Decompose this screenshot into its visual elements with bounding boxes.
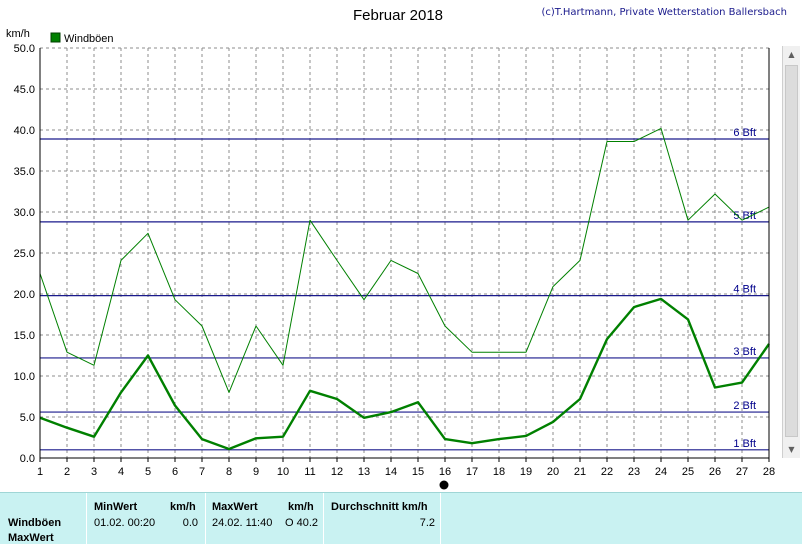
x-tick-label: 14 [385, 466, 397, 478]
x-tick-label: 7 [199, 466, 205, 478]
x-tick-label: 28 [763, 466, 775, 478]
stats-separator [323, 493, 324, 544]
y-tick-label: 20.0 [14, 289, 35, 301]
beaufort-label: 2 Bft [733, 400, 756, 412]
y-tick-label: 50.0 [14, 43, 35, 55]
gust-line [39, 127, 770, 393]
axes [39, 48, 770, 462]
y-axis-unit: km/h [6, 28, 30, 40]
legend-swatch [50, 32, 61, 43]
min-header: MinWert [94, 501, 138, 513]
max-unit-header: km/h [288, 501, 314, 513]
y-tick-label: 40.0 [14, 125, 35, 137]
x-tick-label: 21 [574, 466, 586, 478]
x-tick-label: 12 [331, 466, 343, 478]
scroll-thumb[interactable] [785, 65, 798, 437]
beaufort-label: 5 Bft [733, 210, 756, 222]
scroll-down-icon[interactable]: ▼ [783, 441, 800, 458]
chart-title: Februar 2018 [353, 7, 443, 24]
stats-separator [205, 493, 206, 544]
x-tick-label: 18 [493, 466, 505, 478]
y-tick-label: 10.0 [14, 371, 35, 383]
max-header: MaxWert [212, 501, 258, 513]
x-tick-label: 15 [412, 466, 424, 478]
x-tick-label: 17 [466, 466, 478, 478]
min-value: 0.0 [182, 517, 198, 529]
x-tick-label: 23 [628, 466, 640, 478]
avg-value: 7.2 [419, 517, 435, 529]
x-tick-label: 25 [682, 466, 694, 478]
beaufort-label: 1 Bft [733, 438, 756, 450]
beaufort-lines: 1 Bft 2 Bft 3 Bft 4 Bft 5 Bft 6 Bft [40, 127, 769, 451]
x-tick-label: 22 [601, 466, 613, 478]
min-datetime: 01.02. 00:20 [94, 517, 156, 529]
beaufort-label: 4 Bft [733, 284, 756, 296]
x-tick-label: 16 [439, 466, 451, 478]
min-unit-header: km/h [170, 501, 196, 513]
y-tick-label: 15.0 [14, 330, 35, 342]
max-datetime: 24.02. 11:40 [212, 517, 273, 529]
x-tick-label: 11 [304, 466, 315, 478]
stats-row-label: Windböen [8, 517, 62, 529]
x-tick-label: 5 [145, 466, 151, 478]
current-day-marker [439, 480, 449, 490]
beaufort-label: 3 Bft [733, 346, 756, 358]
stats-separator [86, 493, 87, 544]
stats-next-row-label: MaxWert [8, 532, 54, 544]
y-tick-label: 0.0 [20, 453, 35, 465]
stats-separator [440, 493, 441, 544]
tick-labels: 0.0 5.0 10.0 15.0 20.0 25.0 30.0 35.0 40.0 45.0 50… [14, 43, 776, 478]
x-tick-label: 19 [520, 466, 532, 478]
x-tick-label: 27 [736, 466, 748, 478]
x-tick-label: 20 [547, 466, 559, 478]
average-wind-line [39, 297, 770, 451]
y-tick-label: 30.0 [14, 207, 35, 219]
y-tick-label: 25.0 [14, 248, 35, 260]
statistics-panel: MinWert km/h MaxWert km/h Durchschnitt k… [0, 492, 802, 544]
x-tick-label: 9 [253, 466, 259, 478]
x-tick-label: 13 [358, 466, 370, 478]
x-tick-label: 24 [655, 466, 667, 478]
x-tick-label: 26 [709, 466, 721, 478]
series-lines [39, 127, 770, 451]
beaufort-label: 6 Bft [733, 127, 756, 139]
scroll-up-icon[interactable]: ▲ [783, 46, 800, 63]
x-tick-label: 4 [118, 466, 124, 478]
grid [40, 47, 770, 458]
chart: Februar 2018 (c)T.Hartmann, Private Wett… [6, 7, 787, 490]
x-tick-label: 2 [64, 466, 70, 478]
legend-label: Windböen [64, 33, 114, 45]
x-tick-label: 3 [91, 466, 97, 478]
y-tick-label: 35.0 [14, 166, 35, 178]
x-tick-label: 1 [37, 466, 43, 478]
max-value: O 40.2 [284, 517, 318, 529]
vertical-scrollbar[interactable]: ▲ ▼ [782, 46, 800, 458]
y-tick-label: 5.0 [20, 412, 35, 424]
x-tick-label: 8 [226, 466, 232, 478]
avg-header: Durchschnitt km/h [331, 501, 428, 513]
copyright-text: (c)T.Hartmann, Private Wetterstation Bal… [541, 7, 787, 18]
y-tick-label: 45.0 [14, 84, 35, 96]
x-tick-label: 6 [172, 466, 178, 478]
x-tick-label: 10 [277, 466, 289, 478]
